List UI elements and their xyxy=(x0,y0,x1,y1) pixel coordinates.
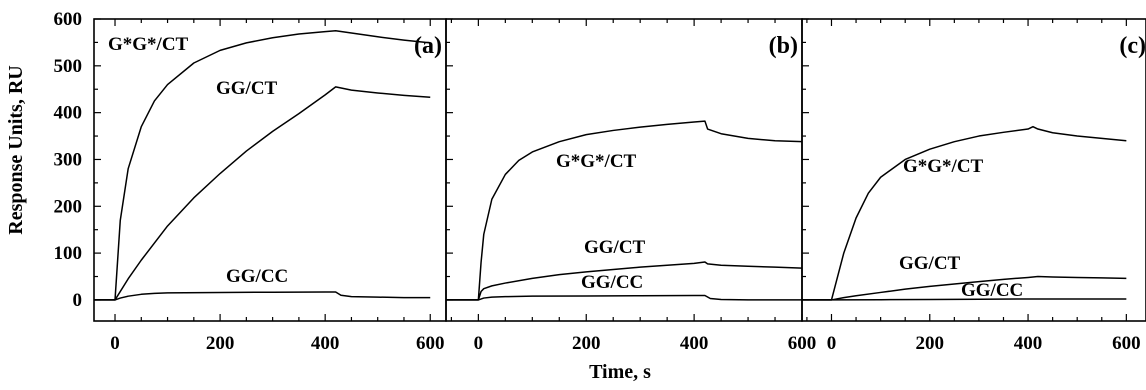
x-tick-label: 400 xyxy=(680,333,709,354)
series-line-gg-cc xyxy=(446,294,802,301)
y-tick-label: 200 xyxy=(54,196,83,217)
series-line-g-g-ct xyxy=(446,120,803,301)
x-tick-label: 0 xyxy=(827,333,837,354)
series-label: GG/CT xyxy=(216,78,278,99)
x-tick-label: 600 xyxy=(1112,333,1141,354)
panel-label: (c) xyxy=(1119,33,1146,59)
y-tick-label: 300 xyxy=(54,149,83,170)
series-label: G*G*/CT xyxy=(556,151,637,172)
series-line-g-g-ct xyxy=(802,125,1127,301)
y-axis-title: Response Units, RU xyxy=(5,65,27,234)
x-tick-label: 0 xyxy=(110,333,120,354)
x-tick-label: 200 xyxy=(916,333,945,354)
x-tick-label: 400 xyxy=(1014,333,1043,354)
series-line-gg-cc xyxy=(802,298,1127,301)
series-line-gg-ct xyxy=(94,86,431,301)
series-label: G*G*/CT xyxy=(903,156,984,177)
series-label: GG/CC xyxy=(226,266,288,287)
series-label: GG/CT xyxy=(899,253,961,274)
x-axis-title: Time, s xyxy=(589,361,651,383)
y-tick-label: 600 xyxy=(54,9,83,30)
panel-label: (b) xyxy=(769,33,798,59)
series-line-gg-ct xyxy=(446,261,803,301)
y-tick-label: 500 xyxy=(54,56,83,77)
x-tick-label: 600 xyxy=(788,333,817,354)
series-label: GG/CC xyxy=(581,272,643,293)
x-tick-label: 200 xyxy=(206,333,235,354)
series-label: GG/CT xyxy=(584,237,646,258)
series-label: GG/CC xyxy=(961,280,1023,301)
y-tick-label: 400 xyxy=(54,103,83,124)
x-tick-label: 400 xyxy=(311,333,340,354)
x-tick-label: 600 xyxy=(416,333,445,354)
series-line-gg-cc xyxy=(94,291,431,301)
panel-label: (a) xyxy=(414,33,442,59)
series-line-gg-ct xyxy=(802,275,1127,301)
series-label: G*G*/CT xyxy=(108,34,189,55)
x-tick-label: 0 xyxy=(474,333,484,354)
x-tick-label: 200 xyxy=(572,333,601,354)
y-tick-label: 0 xyxy=(73,290,83,311)
y-tick-label: 100 xyxy=(54,243,83,264)
series-line-g-g-ct xyxy=(94,29,431,301)
panel-frame-3 xyxy=(801,18,1146,322)
